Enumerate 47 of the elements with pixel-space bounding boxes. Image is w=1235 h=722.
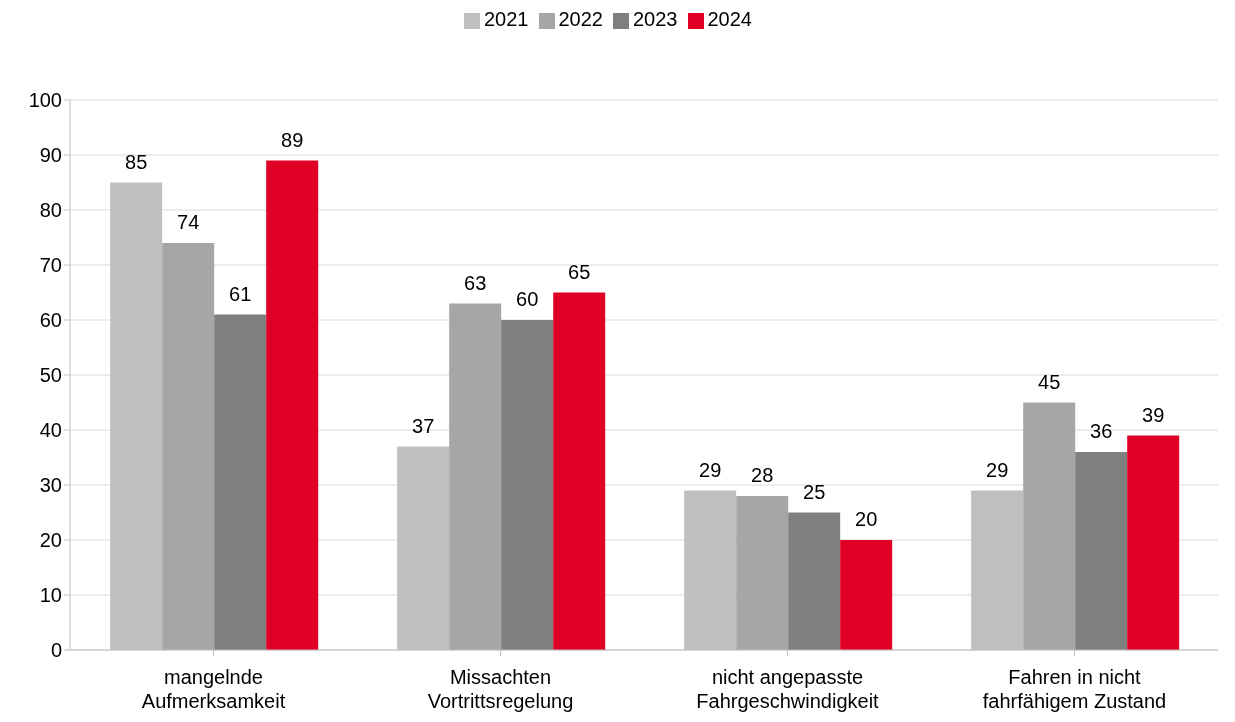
data-label: 37	[412, 414, 435, 437]
y-tick-label: 70	[39, 254, 62, 277]
bar	[162, 243, 215, 650]
y-tick-label: 50	[39, 364, 62, 387]
y-tick-label: 30	[39, 474, 62, 497]
data-label: 39	[1142, 403, 1165, 426]
data-label: 28	[751, 464, 774, 486]
y-tick-label: 0	[50, 639, 62, 662]
y-tick-label: 10	[39, 584, 62, 607]
data-label: 60	[516, 288, 539, 310]
bar	[553, 292, 606, 650]
y-tick-label: 100	[28, 89, 62, 112]
data-label: 20	[855, 508, 878, 530]
y-tick-label: 60	[39, 309, 62, 332]
legend-label: 2023	[633, 8, 678, 30]
bar	[788, 512, 841, 650]
x-tick-label: Missachten Vortrittsregelung	[427, 666, 574, 712]
x-tick-label: Fahren in nicht fahrfähigem Zustand	[982, 666, 1167, 712]
bar	[1023, 402, 1076, 650]
bar	[736, 496, 789, 650]
x-tick-label: nicht angepasste Fahrgeschwindigkeit	[696, 666, 880, 712]
y-tick-label: 90	[39, 144, 62, 167]
legend-label: 2024	[707, 8, 752, 30]
data-label: 74	[177, 211, 200, 233]
y-tick-label: 20	[39, 529, 62, 552]
bar	[501, 320, 554, 650]
bar	[1075, 452, 1128, 650]
legend-label: 2022	[558, 8, 603, 30]
data-label: 63	[464, 271, 487, 294]
data-label: 65	[568, 260, 591, 283]
data-label: 45	[1038, 370, 1061, 393]
bar	[449, 303, 502, 650]
data-label: 29	[986, 458, 1009, 481]
x-tick-label: mangelnde Aufmerksamkeit	[141, 666, 286, 712]
data-label: 89	[281, 128, 304, 151]
bar	[214, 314, 267, 650]
data-label: 61	[229, 282, 252, 305]
bar	[840, 540, 893, 650]
bar	[266, 160, 319, 650]
data-label: 36	[1090, 420, 1113, 442]
data-label: 85	[125, 150, 148, 173]
legend-label: 2021	[484, 8, 529, 30]
y-tick-label: 80	[39, 199, 62, 222]
data-label: 25	[803, 480, 826, 503]
data-label: 29	[699, 458, 722, 481]
bar	[1127, 435, 1180, 650]
y-tick-label: 40	[39, 419, 62, 442]
